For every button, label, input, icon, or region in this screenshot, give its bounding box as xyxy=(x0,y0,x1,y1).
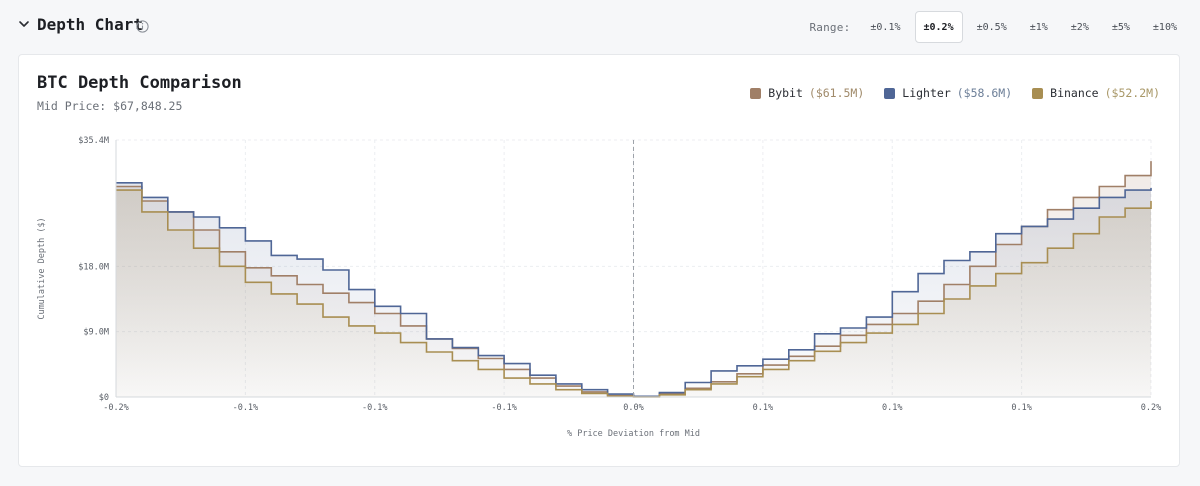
y-tick-label: $0 xyxy=(99,393,109,403)
range-button-5[interactable]: ±5% xyxy=(1111,22,1130,33)
legend-name-bybit: Bybit xyxy=(768,86,803,100)
x-tick-label: -0.1% xyxy=(491,403,517,413)
y-tick-label: $18.0M xyxy=(78,262,109,272)
chart-legend: Bybit ($61.5M) Lighter ($58.6M) Binance … xyxy=(730,86,1160,100)
range-button-0.1[interactable]: ±0.1% xyxy=(870,22,901,33)
info-icon[interactable] xyxy=(136,20,149,33)
x-tick-label: 0.1% xyxy=(882,403,902,413)
range-button-0.2[interactable]: ±0.2% xyxy=(914,11,963,43)
legend-swatch-lighter xyxy=(884,87,896,99)
x-tick-label: 0.1% xyxy=(1011,403,1031,413)
y-tick-label: $35.4M xyxy=(78,136,109,146)
legend-swatch-binance xyxy=(1032,87,1044,99)
range-selector: Range: ±0.1% ±0.2% ±0.5% ±1% ±2% ±5% ±10… xyxy=(809,10,1186,44)
y-tick-label: $9.0M xyxy=(83,328,109,338)
x-tick-label: -0.1% xyxy=(233,403,259,413)
legend-name-lighter: Lighter xyxy=(902,86,951,100)
depth-chart-header: Depth Chart Range: ±0.1% ±0.2% ±0.5% ±1%… xyxy=(0,0,1200,54)
range-button-10[interactable]: ±10% xyxy=(1152,22,1177,33)
chart-title: BTC Depth Comparison xyxy=(37,73,242,93)
x-tick-label: -0.2% xyxy=(103,403,129,413)
x-axis-title: % Price Deviation from Mid xyxy=(567,429,700,439)
legend-name-binance: Binance xyxy=(1050,86,1099,100)
legend-total-binance: ($52.2M) xyxy=(1104,86,1160,100)
chevron-down-icon[interactable] xyxy=(17,17,31,31)
y-axis-title: Cumulative Depth ($) xyxy=(37,217,47,319)
x-tick-label: 0.0% xyxy=(623,403,643,413)
legend-total-lighter: ($58.6M) xyxy=(956,86,1013,100)
legend-item-binance[interactable]: Binance ($52.2M) xyxy=(1032,86,1160,100)
x-tick-label: 0.1% xyxy=(753,403,773,413)
x-tick-label: -0.1% xyxy=(362,403,388,413)
section-title: Depth Chart xyxy=(37,15,143,34)
legend-item-lighter[interactable]: Lighter ($58.6M) xyxy=(884,86,1012,100)
legend-total-bybit: ($61.5M) xyxy=(808,86,865,100)
mid-price: Mid Price: $67,848.25 xyxy=(37,99,183,113)
range-button-1[interactable]: ±1% xyxy=(1029,22,1048,33)
range-button-0.5[interactable]: ±0.5% xyxy=(976,22,1007,33)
x-tick-label: 0.2% xyxy=(1141,403,1161,413)
legend-swatch-bybit xyxy=(750,87,762,99)
range-button-2[interactable]: ±2% xyxy=(1070,22,1089,33)
range-label: Range: xyxy=(809,20,851,34)
legend-item-bybit[interactable]: Bybit ($61.5M) xyxy=(750,86,864,100)
area-binance xyxy=(116,190,1151,397)
